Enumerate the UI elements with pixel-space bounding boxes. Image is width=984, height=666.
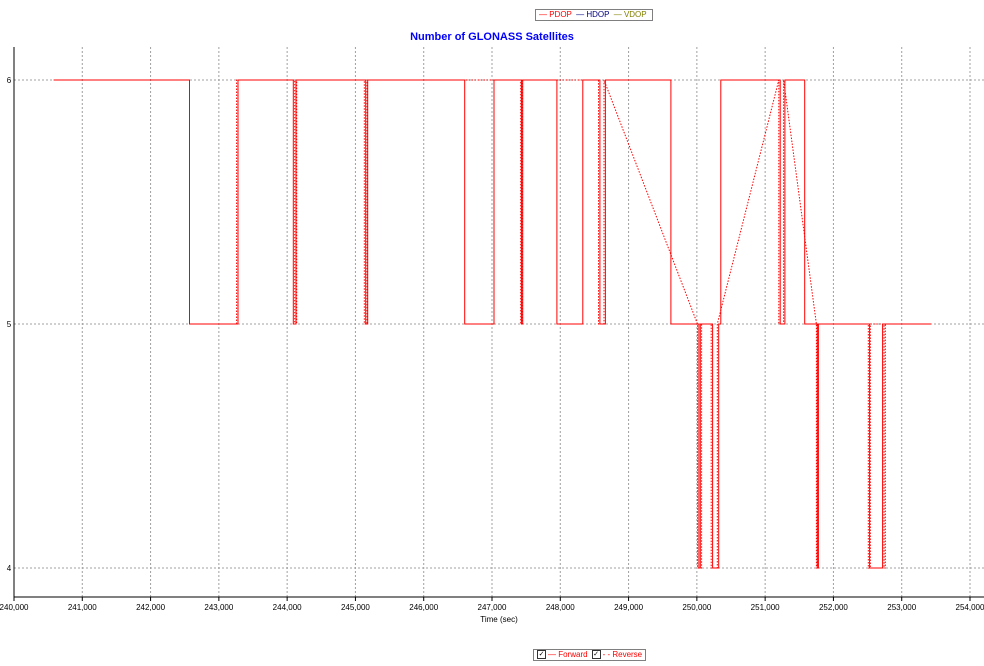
x-tick-label: 247,000 [478,603,507,612]
x-axis-label: Time (sec) [480,615,518,624]
forward-toggle[interactable]: ✓ — Forward [537,650,588,660]
reverse-toggle[interactable]: ✓ - - Reverse [591,650,643,660]
y-tick-label: 5 [7,320,12,329]
x-tick-label: 246,000 [409,603,438,612]
x-tick-label: 254,000 [956,603,984,612]
y-tick-label: 4 [7,564,12,573]
x-tick-label: 245,000 [341,603,370,612]
x-tick-label: 253,000 [887,603,916,612]
forward-checkbox[interactable]: ✓ [537,650,546,660]
forward-label: — Forward [548,650,588,659]
x-tick-label: 240,000 [0,603,29,612]
x-tick-label: 251,000 [751,603,780,612]
x-tick-label: 252,000 [819,603,848,612]
x-tick-label: 241,000 [68,603,97,612]
x-tick-label: 242,000 [136,603,165,612]
series-legend: — PDOP — HDOP — VDOP [535,9,653,21]
direction-legend: ✓ — Forward ✓ - - Reverse [533,649,647,661]
x-tick-labels: 240,000 241,000 242,000 243,000 244,000 245,0… [0,597,984,612]
reverse-checkbox[interactable]: ✓ [591,650,601,660]
x-tick-label: 243,000 [204,603,233,612]
x-tick-label: 249,000 [614,603,643,612]
y-tick-labels: 4 5 6 [7,76,12,573]
legend-pdop: — PDOP [539,10,572,19]
legend-vdop: — VDOP [613,10,647,19]
reverse-label: - - Reverse [602,650,643,659]
series-reverse-line [236,79,886,569]
chart-title: Number of GLONASS Satellites [410,31,574,43]
x-tick-label: 250,000 [682,603,711,612]
legend-hdop: — HDOP [576,10,610,19]
y-tick-label: 6 [7,76,12,85]
axes [13,47,984,598]
series-forward-line [53,79,932,569]
x-tick-label: 244,000 [273,603,302,612]
series-lines [53,79,932,569]
x-tick-label: 248,000 [546,603,575,612]
